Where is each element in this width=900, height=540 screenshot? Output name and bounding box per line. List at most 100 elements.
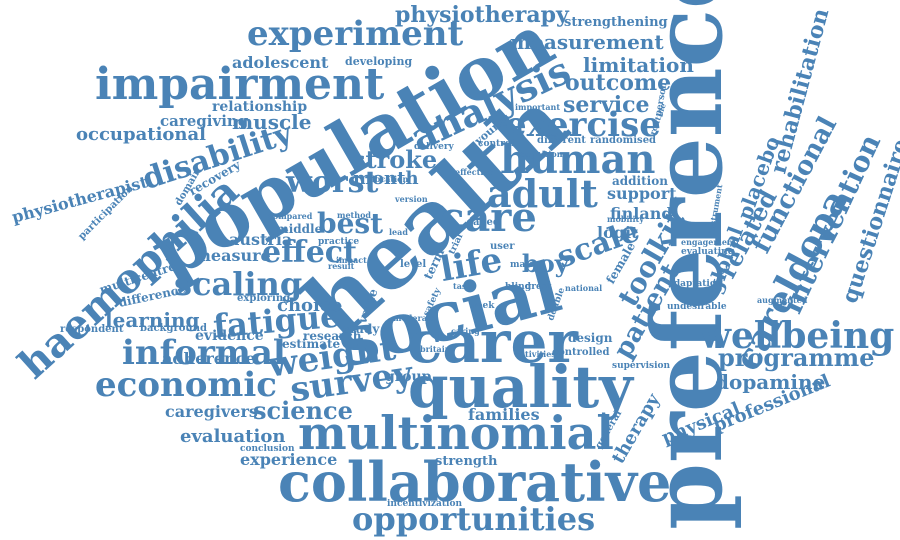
cloud-word: addition <box>612 174 668 188</box>
cloud-word: logit <box>597 223 639 242</box>
cloud-word: measurement <box>510 30 664 54</box>
cloud-word: muscle <box>232 110 312 134</box>
cloud-word: location <box>372 174 409 184</box>
cloud-word: effect <box>262 235 357 270</box>
cloud-word: incentivization <box>387 499 463 509</box>
cloud-word: month <box>353 168 419 189</box>
cloud-word: delivery <box>414 142 454 152</box>
cloud-word: families <box>468 405 540 424</box>
cloud-word: practice <box>318 237 360 247</box>
cloud-word: carer <box>407 308 578 376</box>
cloud-word: effective <box>455 167 494 177</box>
cloud-word: augmented <box>757 295 808 305</box>
cloud-word: stroke <box>352 145 438 174</box>
cloud-word: undesirable <box>667 302 727 312</box>
cloud-word: service <box>563 92 650 118</box>
cloud-word: design <box>568 331 613 345</box>
cloud-word: evaluating <box>681 247 734 257</box>
cloud-word: male <box>510 260 535 270</box>
cloud-word: study <box>343 322 380 336</box>
cloud-word: quality <box>408 353 633 421</box>
cloud-word: engagement <box>681 237 737 247</box>
cloud-word: evaluation <box>180 426 286 447</box>
cloud-word: background <box>140 323 207 334</box>
cloud-word: developing <box>345 55 413 68</box>
cloud-word: relationship <box>212 99 308 115</box>
cloud-word: physiotherapist <box>9 172 150 227</box>
cloud-word: occupational <box>76 124 207 145</box>
cloud-word: caregivers <box>165 402 258 421</box>
cloud-word: respondent <box>60 324 124 335</box>
cloud-word: multinomial <box>298 406 614 460</box>
cloud-word: worst <box>286 165 379 200</box>
cloud-word: wellbeing <box>700 315 895 357</box>
cloud-word: austria <box>229 230 293 249</box>
cloud-word: blind <box>505 282 531 292</box>
cloud-word: experience <box>240 450 338 469</box>
cloud-word: adaptation <box>668 279 723 289</box>
cloud-word: finland <box>610 204 673 223</box>
cloud-word: lead <box>389 227 408 237</box>
cloud-word: conclusion <box>240 444 295 454</box>
cloud-word: group <box>385 369 432 385</box>
cloud-word: different <box>537 135 586 146</box>
cloud-word: adult <box>487 171 598 216</box>
cloud-word: outcome <box>565 70 672 96</box>
cloud-word: result <box>328 261 355 271</box>
cloud-word: britain <box>420 344 451 354</box>
cloud-word: user <box>490 241 515 252</box>
cloud-word: boy <box>522 249 569 278</box>
cloud-word: support <box>607 184 677 203</box>
cloud-word: human <box>500 136 656 183</box>
cloud-word: informal <box>122 333 286 373</box>
cloud-word: learning <box>105 308 200 332</box>
cloud-word: controlled <box>552 347 610 358</box>
cloud-word: science <box>253 396 353 425</box>
cloud-word: research <box>303 329 362 343</box>
cloud-word: great <box>525 282 552 292</box>
cloud-word: moderate <box>393 313 436 323</box>
cloud-word: aged <box>473 217 500 228</box>
cloud-word: programme <box>718 343 875 372</box>
cloud-word: choice <box>277 295 343 316</box>
cloud-word: opportunities <box>352 500 596 538</box>
cloud-word: adherence <box>162 349 256 368</box>
cloud-word: best <box>317 207 384 240</box>
cloud-word: middle <box>276 222 323 236</box>
cloud-word: exercise <box>505 105 661 145</box>
cloud-word: activities <box>515 349 556 359</box>
cloud-word: strength <box>435 454 498 469</box>
cloud-word: scaling <box>174 265 303 303</box>
cloud-word: measure <box>194 246 271 265</box>
cloud-word: economic <box>95 365 278 405</box>
cloud-word: collaborative <box>278 450 672 514</box>
cloud-word: important <box>515 102 561 112</box>
cloud-word: method <box>337 210 371 220</box>
cloud-word: care <box>440 194 537 241</box>
cloud-word: estimate <box>282 337 341 351</box>
cloud-word: limitation <box>583 53 694 77</box>
cloud-word: dopamine <box>715 370 826 394</box>
cloud-word: impairment <box>95 59 385 110</box>
cloud-word: randomised <box>590 135 657 146</box>
cloud-word: national <box>565 283 603 293</box>
cloud-word: level <box>400 259 427 270</box>
cloud-word: adolescent <box>232 53 329 72</box>
cloud-word: compared <box>268 211 313 221</box>
cloud-word: exploring <box>237 293 291 304</box>
cloud-word: mobility <box>607 214 644 224</box>
cloud-word: strengthening <box>564 15 668 30</box>
cloud-word: control <box>478 139 515 149</box>
cloud-word: version <box>395 194 428 204</box>
cloud-word: experiment <box>247 14 464 54</box>
cloud-word: cognition <box>520 149 563 159</box>
cloud-word: task <box>453 281 472 291</box>
cloud-word: evidence <box>195 328 264 344</box>
cloud-word: physiotherapy <box>395 2 569 28</box>
cloud-word: caregiving <box>160 112 249 130</box>
cloud-word: impact <box>336 255 367 265</box>
cloud-word: caring <box>451 326 480 336</box>
cloud-word: supervision <box>612 361 671 371</box>
cloud-word: week <box>469 301 495 311</box>
